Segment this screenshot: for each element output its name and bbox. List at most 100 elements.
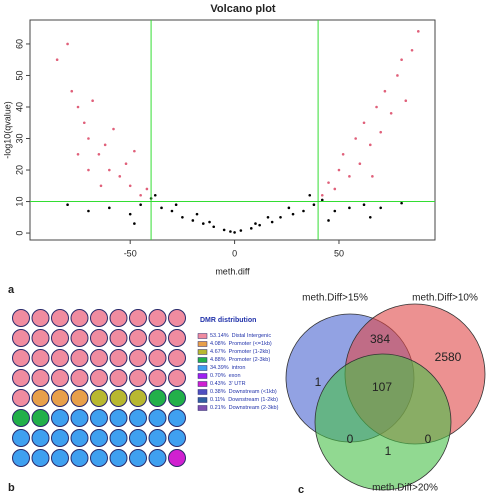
legend-value: 0.21% — [210, 405, 226, 411]
point — [201, 222, 205, 225]
legend-name: Distal Intergenic — [232, 333, 272, 339]
legend-value: 0.38% — [210, 389, 226, 395]
point — [379, 206, 383, 210]
legend-value: 4.67% — [210, 349, 226, 355]
point — [239, 229, 243, 232]
legend-swatch — [197, 381, 208, 387]
waffle-cell — [129, 369, 147, 387]
waffle-cell — [148, 329, 167, 347]
plot-frame — [29, 19, 436, 241]
legend-entry: 4.08% Promoter (<=1kb) — [210, 341, 272, 347]
legend-name: 3' UTR — [229, 381, 246, 387]
legend-swatch — [197, 405, 208, 411]
legend-value: 53.14% — [210, 333, 229, 339]
point — [327, 181, 330, 184]
legend-name: Downstream (2-3kb) — [229, 405, 279, 411]
point — [341, 152, 345, 156]
waffle-cell — [70, 349, 89, 367]
waffle-cell — [31, 409, 50, 427]
point — [254, 222, 257, 225]
point — [379, 130, 383, 134]
point — [270, 220, 274, 224]
y-tick-label: 60 — [14, 39, 24, 49]
waffle-cell — [51, 449, 69, 467]
legend-value: 4.88% — [210, 357, 226, 363]
waffle-cell — [129, 329, 147, 347]
legend-entry: 34.39% intron — [210, 365, 245, 371]
point — [124, 162, 128, 166]
legend-swatch — [197, 349, 208, 355]
legend-swatch — [197, 341, 208, 347]
waffle-cell — [109, 369, 128, 387]
waffle-cell — [129, 389, 147, 407]
point — [337, 168, 341, 172]
waffle-cell — [12, 389, 30, 407]
waffle-cell — [129, 309, 147, 327]
point — [87, 209, 90, 213]
point — [404, 99, 408, 102]
point — [383, 89, 387, 93]
waffle-cell — [168, 449, 186, 467]
waffle-cell — [70, 369, 89, 387]
point — [212, 225, 216, 229]
region-count: 1 — [385, 444, 392, 458]
point — [291, 212, 295, 216]
waffle-cell — [148, 409, 167, 427]
legend-swatch — [197, 389, 208, 395]
waffle-cell — [31, 389, 50, 407]
y-tick-label: 30 — [14, 134, 24, 144]
waffle-cell — [90, 369, 108, 387]
y-axis-label: -log10(qvalue) — [2, 101, 12, 159]
point — [195, 212, 199, 216]
waffle-cell — [70, 329, 89, 347]
x-axis-label: meth.diff — [215, 266, 250, 276]
point — [70, 89, 74, 93]
set-label: meth.Diff>15% — [302, 293, 368, 304]
waffle-cell — [51, 309, 69, 327]
legend-swatch — [197, 397, 208, 403]
point — [139, 203, 142, 206]
region-count: 2580 — [435, 350, 462, 364]
point — [308, 193, 312, 197]
legend-entry: 53.14% Distal Intergenic — [210, 333, 271, 339]
set-label: meth.Diff>20% — [372, 483, 438, 494]
waffle-cell — [31, 349, 50, 367]
point — [139, 193, 142, 197]
chart-title: Volcano plot — [210, 3, 276, 15]
region-count: 107 — [372, 380, 392, 394]
region-count: 1 — [315, 375, 322, 389]
legend-entry: 0.11% Downstream (1-2kb) — [210, 397, 278, 403]
point — [348, 175, 351, 178]
y-tick-label: 50 — [14, 70, 24, 80]
legend-name: intron — [232, 365, 246, 371]
point — [76, 105, 80, 109]
waffle-cell — [129, 429, 147, 447]
waffle-cell — [12, 329, 30, 347]
point — [108, 206, 111, 210]
x-tick-label: 0 — [232, 248, 237, 258]
waffle-cell — [129, 409, 147, 427]
point — [181, 216, 184, 219]
waffle-cell — [168, 349, 186, 367]
waffle-cell — [148, 449, 167, 467]
legend-swatch — [197, 365, 208, 371]
y-tick-label: 10 — [14, 197, 24, 207]
waffle-cell — [168, 429, 186, 447]
waffle-cell — [148, 349, 167, 367]
y-tick-label: 20 — [14, 165, 24, 175]
y-tick-label: 0 — [14, 231, 24, 236]
region-count: 384 — [370, 332, 390, 346]
point — [170, 209, 174, 213]
point — [128, 212, 132, 216]
waffle-cell — [51, 349, 69, 367]
waffle-cell — [31, 449, 50, 467]
waffle-cell — [90, 409, 108, 427]
point — [320, 193, 324, 197]
legend-name: Promoter (2-3kb) — [229, 357, 271, 363]
waffle-cell — [168, 329, 186, 347]
waffle-cell — [90, 429, 108, 447]
waffle-cell — [70, 449, 89, 467]
point — [327, 219, 330, 222]
point — [371, 175, 374, 178]
